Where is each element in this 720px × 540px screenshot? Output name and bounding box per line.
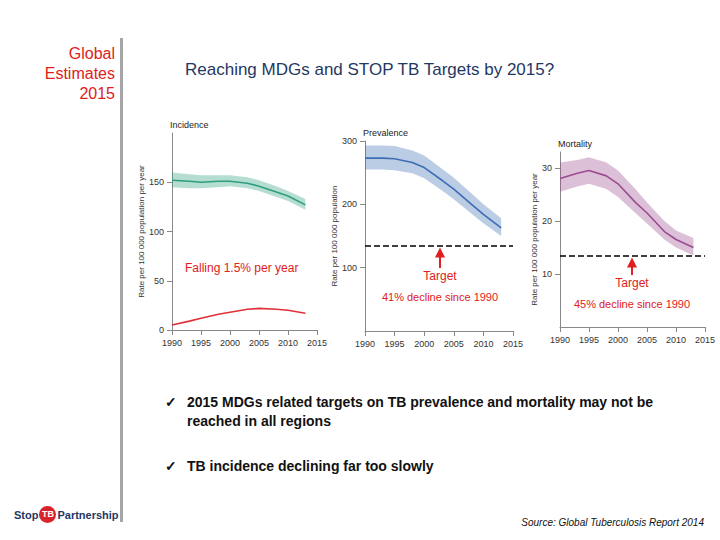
svg-text:300: 300 [342, 136, 357, 146]
html-text:2015: 2015 [79, 85, 115, 102]
svg-text:Incidence: Incidence [170, 120, 209, 130]
svg-text:150: 150 [149, 177, 164, 187]
svg-text:1990: 1990 [550, 335, 570, 345]
svg-text:2010: 2010 [666, 335, 686, 345]
svg-text:100: 100 [342, 263, 357, 273]
svg-text:2005: 2005 [444, 339, 464, 349]
html-text:Reaching MDGs and STOP TB Targ: Reaching MDGs and STOP TB Targets by 201… [185, 60, 555, 79]
svg-text:100: 100 [149, 227, 164, 237]
svg-text:41% decline since 1990: 41% decline since 1990 [382, 291, 498, 303]
svg-text:Target: Target [423, 269, 457, 283]
html-text:2015 MDGs related targets on T: 2015 MDGs related targets on TB prevalen… [187, 394, 653, 429]
svg-text:1995: 1995 [385, 339, 405, 349]
svg-text:2005: 2005 [637, 335, 657, 345]
svg-text:Rate per 100 000 population pe: Rate per 100 000 population per year [137, 165, 146, 298]
svg-text:2015: 2015 [307, 338, 327, 348]
svg-text:1990: 1990 [355, 339, 375, 349]
svg-text:Falling 1.5% per year: Falling 1.5% per year [185, 261, 298, 275]
html-text:Global: Global [68, 45, 115, 62]
svg-text:Target: Target [615, 276, 649, 290]
html-text:TB incidence declining far too: TB incidence declining far too slowly [187, 458, 434, 474]
svg-text:30: 30 [542, 163, 552, 173]
svg-text:20: 20 [542, 216, 552, 226]
svg-text:2000: 2000 [220, 338, 240, 348]
svg-text:2015: 2015 [503, 339, 523, 349]
svg-text:2015: 2015 [695, 335, 715, 345]
html-text:Estimates: Estimates [44, 65, 115, 82]
svg-text:1995: 1995 [191, 338, 211, 348]
svg-text:200: 200 [342, 199, 357, 209]
svg-text:1990: 1990 [162, 338, 182, 348]
svg-text:2000: 2000 [414, 339, 434, 349]
html-text:Stop TB Partnership: Stop TB Partnership [14, 508, 119, 521]
svg-text:Prevalence: Prevalence [363, 128, 408, 138]
svg-text:2010: 2010 [473, 339, 493, 349]
svg-text:2010: 2010 [278, 338, 298, 348]
svg-text:45% decline since 1990: 45% decline since 1990 [574, 298, 690, 310]
svg-text:Mortality: Mortality [558, 139, 593, 149]
svg-text:50: 50 [154, 276, 164, 286]
svg-text:1995: 1995 [579, 335, 599, 345]
svg-text:Rate per 100 000 population: Rate per 100 000 population [330, 186, 339, 287]
svg-text:Rate per 100 000 population pe: Rate per 100 000 population per year [530, 173, 539, 306]
svg-text:10: 10 [542, 269, 552, 279]
svg-text:2005: 2005 [249, 338, 269, 348]
html-text:Source: Global Tuberculosis Re: Source: Global Tuberculosis Report 2014 [521, 517, 704, 528]
svg-text:0: 0 [159, 325, 164, 335]
svg-text:2000: 2000 [608, 335, 628, 345]
